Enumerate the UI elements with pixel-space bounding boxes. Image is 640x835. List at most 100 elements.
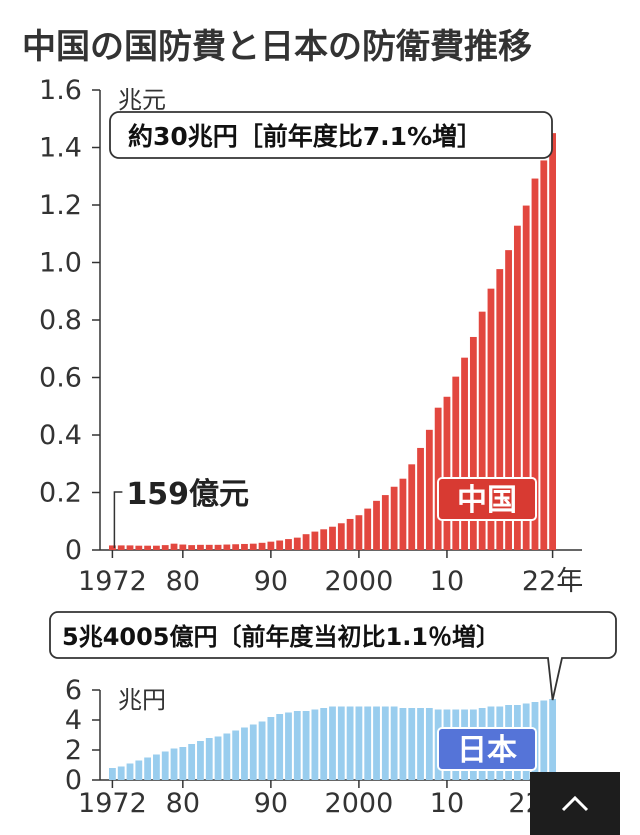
bar-1978 (161, 545, 169, 550)
bar-2003 (381, 706, 389, 780)
bar-1987 (241, 727, 248, 780)
y-tick-label: 1.4 (39, 133, 82, 164)
series-badge (437, 477, 537, 521)
bar-1992 (285, 539, 292, 550)
bar-2008 (425, 429, 433, 550)
bar-1979 (170, 748, 178, 780)
bar-1984 (214, 736, 222, 780)
bar-2020 (531, 178, 539, 551)
y-tick-label: 6 (65, 675, 82, 706)
bar-1980 (179, 544, 187, 550)
bar-2002 (373, 706, 380, 780)
x-tick-label: 22年 (522, 566, 583, 597)
y-tick-label: 0.2 (39, 478, 82, 509)
bar-2005 (399, 478, 407, 550)
y-unit-label: 兆元 (118, 86, 166, 114)
bar-1985 (223, 544, 231, 550)
bar-1978 (161, 751, 169, 780)
bar-1998 (337, 523, 345, 550)
bar-1991 (276, 714, 284, 780)
bar-1994 (302, 534, 310, 550)
bar-2017 (505, 250, 512, 550)
bar-1989 (258, 542, 266, 550)
bar-1973 (117, 766, 125, 780)
bar-2019 (522, 205, 530, 550)
bar-2021 (540, 160, 548, 550)
scroll-top-button[interactable] (530, 772, 620, 835)
y-tick-label: 1.6 (39, 75, 82, 106)
bar-2012 (461, 357, 468, 550)
last-value-box (109, 111, 553, 159)
series-badge-label: 中国 (457, 483, 517, 518)
bar-2002 (373, 500, 380, 550)
x-tick-label: 10 (430, 566, 464, 597)
bar-1985 (223, 733, 231, 780)
bar-2006 (408, 708, 416, 780)
bar-1993 (293, 537, 301, 550)
x-tick-label: 80 (166, 566, 200, 597)
bar-1973 (117, 545, 125, 550)
chevron-up-icon (561, 795, 589, 812)
bar-2011 (452, 376, 460, 550)
bar-2022 (549, 133, 556, 550)
bar-1976 (144, 545, 152, 550)
bar-1990 (267, 541, 275, 550)
bar-2008 (425, 708, 433, 780)
bar-1982 (197, 741, 204, 780)
y-tick-label: 0.6 (39, 363, 82, 394)
bar-1997 (329, 526, 336, 550)
bar-1990 (267, 717, 275, 780)
bar-2007 (417, 708, 424, 780)
bar-1983 (205, 738, 213, 780)
x-tick-label: 80 (166, 788, 200, 819)
bar-1998 (337, 706, 345, 780)
bar-1972 (109, 545, 116, 550)
bar-2010 (443, 396, 451, 550)
bar-1994 (302, 711, 310, 780)
bar-1982 (197, 544, 204, 550)
bar-2014 (478, 311, 486, 550)
bar-2004 (390, 706, 398, 780)
y-tick-label: 2 (65, 735, 82, 766)
bar-2000 (355, 706, 363, 780)
x-tick-label: 2000 (325, 566, 394, 597)
last-value-annotation: 5兆4005億円〔前年度当初比1.1％増〕 (62, 623, 500, 651)
bar-1976 (144, 757, 152, 780)
bar-2007 (417, 447, 424, 550)
bar-2015 (487, 288, 495, 550)
bar-1979 (170, 543, 178, 550)
bar-1989 (258, 721, 266, 780)
chart-title: 中国の国防費と日本の防衛費推移 (22, 27, 532, 67)
bar-1974 (126, 763, 134, 780)
first-value-annotation: 159億元 (126, 477, 249, 512)
bar-1996 (320, 708, 328, 780)
bar-1988 (249, 724, 257, 780)
bar-1986 (232, 730, 240, 780)
bar-2003 (381, 495, 389, 550)
x-tick-label: 90 (254, 788, 288, 819)
x-tick-label: 1972 (78, 566, 147, 597)
bar-1977 (153, 754, 160, 780)
y-tick-label: 1.2 (39, 190, 82, 221)
y-tick-label: 0 (65, 765, 82, 796)
bar-1992 (285, 712, 292, 780)
bar-2001 (364, 508, 372, 550)
y-tick-label: 0 (65, 535, 82, 566)
bar-2021 (540, 700, 548, 780)
x-tick-label: 10 (430, 788, 464, 819)
bar-1999 (346, 518, 354, 550)
bar-1980 (179, 747, 187, 780)
bar-2001 (364, 706, 372, 780)
series-badge-label: 日本 (457, 733, 517, 768)
bar-2013 (469, 336, 477, 550)
y-tick-label: 1.0 (39, 248, 82, 279)
first-value-leader (113, 491, 123, 548)
x-tick-label: 90 (254, 566, 288, 597)
bar-2016 (496, 269, 504, 550)
bar-1972 (109, 768, 116, 780)
bar-2005 (399, 708, 407, 780)
china-panel: 0 0.2 0.4 0.6 0.8 1.0 1.2 1.4 1.6 兆元 1972 80 90 2000 1… (39, 75, 583, 597)
y-unit-label: 兆円 (118, 686, 166, 714)
bar-1999 (346, 706, 354, 780)
